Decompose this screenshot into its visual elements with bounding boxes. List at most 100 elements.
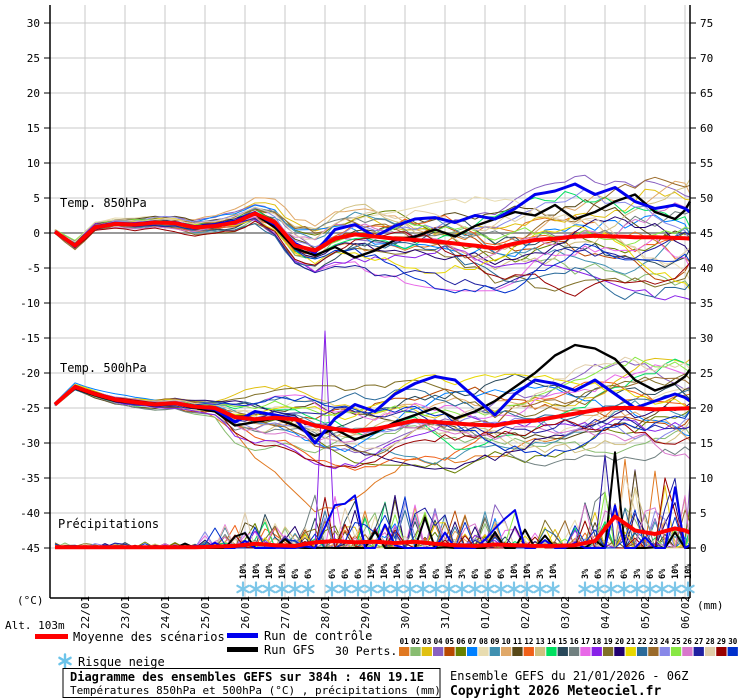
snowflake-arm	[351, 584, 365, 594]
legend-mean-label: Moyenne des scénarios	[73, 630, 225, 644]
perturbation-number: 24	[660, 637, 670, 646]
snowflake-arm	[429, 584, 443, 594]
x-axis-date-label: 24/01	[159, 596, 172, 629]
snowflake-arm	[533, 584, 547, 594]
right-tick-label: 60	[700, 122, 713, 135]
snowflake-arm	[655, 584, 669, 594]
snowflake-icon	[578, 581, 592, 597]
left-tick-label: -20	[20, 367, 40, 380]
perturbation-color-swatch	[534, 647, 546, 656]
right-tick-label: 40	[700, 262, 713, 275]
ensemble-member-line	[54, 381, 691, 471]
snowflake-icon	[288, 581, 302, 597]
snow-percent-label: 10%	[393, 563, 403, 579]
snowflake-icon	[403, 581, 417, 597]
x-axis-date-label: 25/01	[199, 596, 212, 629]
perturbation-number: 27	[694, 637, 703, 646]
snowflake-arm	[578, 584, 592, 594]
perturbation-number: 28	[706, 637, 716, 646]
perturbation-number: 03	[422, 637, 432, 646]
perturbation-color-swatch	[670, 647, 682, 656]
snow-percent-label: 6%	[497, 568, 507, 579]
perturbation-number: 18	[592, 637, 602, 646]
snow-percent-label: 3%	[536, 568, 546, 579]
left-tick-label: -10	[20, 297, 40, 310]
snowflake-arm	[630, 584, 644, 594]
snowflake-arm	[249, 584, 263, 594]
left-tick-label: 25	[27, 52, 40, 65]
perturbation-color-swatch	[500, 647, 512, 656]
snow-percent-label: 10%	[549, 563, 559, 579]
legend-snow-label: Risque neige	[78, 655, 165, 669]
perturbation-number: 23	[649, 637, 659, 646]
snowflake-icon	[546, 581, 560, 597]
snowflake-icon	[494, 581, 508, 597]
snow-percent-label: 6%	[328, 568, 338, 579]
snowflake-icon	[520, 581, 534, 597]
mean-line-500	[53, 385, 691, 434]
right-tick-label: 75	[700, 17, 713, 30]
ensemble-member-line	[54, 201, 691, 261]
perturbation-color-swatch	[455, 647, 466, 656]
left-tick-label: -15	[20, 332, 40, 345]
snowflake-arm	[338, 584, 352, 594]
perturbation-strip: 01 02 03 04 05 06 07 08 09 10 11 12 13 14 15 16 17 18 19 20…	[399, 637, 738, 656]
snow-percent-label: 10%	[684, 563, 694, 579]
x-axis-date-label: 23/01	[119, 596, 132, 629]
snowflake-icon	[468, 581, 482, 597]
perturbation-color-swatch	[568, 647, 580, 656]
mean-line-850	[53, 211, 691, 253]
snowflake-icon	[668, 581, 682, 597]
snowflake-icon	[481, 581, 495, 597]
snowflake-icon	[377, 581, 391, 597]
ensemble-member-line	[54, 376, 691, 457]
perturbation-number: 04	[434, 637, 444, 646]
snowflake-arm	[377, 584, 391, 594]
snowflake-icon	[390, 581, 404, 597]
x-axis-date-label: 05/02	[639, 596, 652, 629]
right-axis-unit: (mm)	[697, 599, 724, 612]
snowflake-icon	[643, 581, 657, 597]
left-tick-label: -25	[20, 402, 40, 415]
main-series-layer	[53, 182, 692, 550]
ensemble-member-line	[54, 218, 691, 273]
snowflake-arm	[416, 584, 430, 594]
left-tick-label: -30	[20, 437, 40, 450]
perturbation-color-swatch	[625, 647, 636, 656]
snowflake-icon	[275, 581, 289, 597]
perturbation-number: 12	[524, 637, 533, 646]
perturbation-color-swatch	[466, 647, 478, 656]
snowflake-arm	[604, 584, 618, 594]
snow-percent-label: 6%	[484, 568, 494, 579]
perturbation-number: 10	[502, 637, 512, 646]
perturbation-color-swatch	[693, 647, 704, 656]
snowflake-icon	[262, 581, 276, 597]
left-axis-unit: (°C)	[17, 594, 44, 607]
right-tick-label: 15	[700, 437, 713, 450]
snowflake-icon	[630, 581, 644, 597]
ensemble-member-line	[54, 387, 691, 434]
snowflake-icon	[507, 581, 521, 597]
left-tick-label: -40	[20, 507, 40, 520]
perturbation-color-swatch	[444, 647, 455, 656]
x-axis-date-label: 28/01	[319, 596, 332, 629]
left-tick-label: 5	[33, 192, 40, 205]
right-tick-label: 20	[700, 402, 713, 415]
snow-percent-label: 10%	[265, 563, 275, 579]
snowflake-arm	[546, 584, 560, 594]
snowflake-icon	[301, 581, 315, 597]
run-info: Ensemble GEFS du 21/01/2026 - 06Z	[450, 669, 688, 683]
perturbation-color-swatch	[432, 647, 444, 656]
diagram-title: Diagramme des ensembles GEFS sur 384h : …	[70, 670, 424, 684]
panel-label-500: Temp. 500hPa	[60, 361, 147, 375]
mean-line-precip	[55, 514, 691, 550]
x-axis-date-label: 03/02	[559, 596, 572, 629]
perturbation-number: 11	[513, 637, 523, 646]
snowflake-icon	[429, 581, 443, 597]
perturbation-number: 17	[581, 637, 590, 646]
perturbation-number: 22	[638, 637, 647, 646]
x-axis-date-label: 30/01	[399, 596, 412, 629]
perturbation-color-swatch	[648, 647, 659, 656]
x-axis-date-label: 31/01	[439, 596, 452, 629]
